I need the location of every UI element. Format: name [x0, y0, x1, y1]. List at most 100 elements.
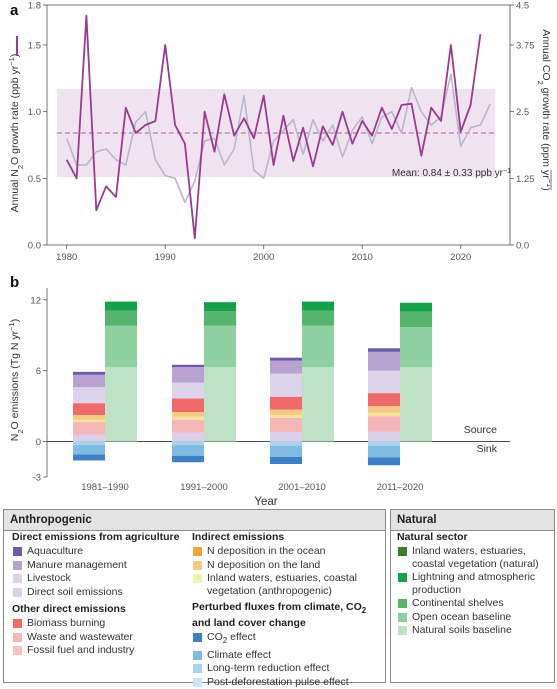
right-y-tick-label: 0.0: [516, 241, 529, 252]
x-tick-label-a: 2020: [450, 252, 471, 263]
bar-segment-anthropogenic: [73, 403, 105, 415]
series-lines-a: [65, 14, 492, 240]
legend-item: Aquaculture: [12, 545, 188, 558]
legend-label: Climate effect: [207, 648, 271, 661]
legend-swatch: [398, 612, 407, 622]
bar-segment-anthropogenic: [73, 414, 105, 420]
legend-swatch: [193, 547, 202, 556]
bar-segment-sink: [270, 441, 302, 446]
legend-label: Continental shelves: [412, 597, 504, 609]
legend-label: N deposition in the ocean: [207, 545, 326, 557]
y-tick-label-b: -3: [33, 473, 41, 484]
legend-label: Lightning and atmospheric production: [412, 571, 536, 596]
legend-item: Open ocean baseline: [397, 611, 552, 624]
legend-item: Continental shelves: [397, 597, 552, 610]
legend-label: Long-term reduction effect: [207, 662, 330, 675]
left-y-tick-label: 1.5: [28, 41, 41, 52]
legend-anthropogenic-title: Anthropogenic: [4, 510, 385, 531]
legend-swatch: [193, 677, 202, 687]
legend-group-other-direct: Biomass burning Waste and wastewater Fossi…: [12, 617, 188, 657]
bar-segment-natural: [105, 367, 137, 442]
legend-label: Waste and wastewater: [27, 630, 133, 643]
left-y-tick-label: 1.8: [28, 1, 41, 12]
legend-label: Manure management: [27, 558, 127, 571]
x-tick-label-a: 1980: [56, 252, 77, 263]
mean-band: [56, 89, 496, 177]
bar-segment-anthropogenic: [73, 387, 105, 404]
chart-a: a 0.0 0.5 1.0 1.5 1.8 0.0 1.25 2.5 3.75 4.5 1980 19…: [7, 1, 555, 264]
right-y-axis-label: Annual CO2 growth rate (ppm yr−1): [537, 29, 555, 191]
chart-b: b -3 0 6 12 1981–1990 1991–2000 2001–2010 2011…: [7, 274, 510, 508]
bar-segment-sink: [172, 455, 204, 463]
y-tick-label-b: 12: [30, 295, 41, 306]
bar-segment-sink: [172, 445, 204, 456]
bar-segment-sink: [73, 441, 105, 446]
bar-segment-anthropogenic: [172, 367, 204, 383]
legend-anthropogenic: Anthropogenic Direct emissions from agri…: [3, 509, 386, 688]
bar-segment-sink: [270, 456, 302, 465]
legend-label: Livestock: [27, 572, 71, 584]
legend-item: Post-deforestation pulse effect: [192, 676, 382, 689]
bar-segment-anthropogenic: [270, 409, 302, 415]
right-y-tick-label: 1.25: [516, 174, 535, 185]
y-tick-label-b: 0: [36, 437, 41, 448]
bar-segment-natural: [204, 367, 236, 442]
legend-item: Direct soil emissions: [12, 586, 188, 599]
bar-segment-anthropogenic: [172, 364, 204, 368]
legend-swatch: [13, 632, 22, 642]
right-y-tick-label: 3.75: [516, 41, 535, 52]
bar-segment-anthropogenic: [368, 370, 400, 394]
bar-segment-anthropogenic: [172, 432, 204, 442]
legend-col-1: Direct emissions from agriculture Aquacu…: [12, 528, 188, 658]
left-y-tick-label: 0.5: [28, 174, 41, 185]
y-tick-label-b: 6: [36, 366, 41, 377]
bar-segment-anthropogenic: [368, 416, 400, 432]
legend-item: N deposition on the land: [192, 559, 382, 572]
legend-item: Climate effect: [192, 649, 382, 662]
legend-group-title: Other direct emissions: [12, 603, 126, 615]
bar-segment-anthropogenic: [270, 357, 302, 361]
bar-segment-natural: [400, 367, 432, 442]
bar-segment-natural: [400, 302, 432, 312]
bar-segment-anthropogenic: [270, 417, 302, 433]
legend-label: N deposition on the land: [207, 558, 321, 571]
legend-group-title: Natural sector: [397, 531, 468, 543]
legend-col-2: Indirect emissions N deposition in the o…: [192, 528, 382, 689]
bar-segment-sink: [172, 441, 204, 446]
legend-group-title: Indirect emissions: [192, 531, 285, 543]
legend-swatch: [13, 547, 22, 556]
legend-item: Inland waters, estuaries, coastal vegeta…: [397, 545, 552, 570]
legend-swatch: [193, 574, 202, 583]
legend-col-3: Natural sector Inland waters, estuaries,…: [397, 528, 552, 638]
legend-label: Direct soil emissions: [27, 585, 123, 598]
legend-item: Inland waters, estuaries, coastal vegeta…: [192, 572, 382, 597]
legend-group-title: Perturbed fluxes from climate, CO2 and l…: [192, 601, 367, 630]
legend-swatch: [193, 664, 202, 674]
legend-label: Aquaculture: [27, 545, 84, 557]
legend-item: Livestock: [12, 572, 188, 585]
bar-segment-anthropogenic: [368, 412, 400, 417]
legend-group-natural-sector: Inland waters, estuaries, coastal vegeta…: [397, 545, 552, 637]
legend-item: N deposition in the ocean: [192, 545, 382, 558]
bar-segment-sink: [368, 457, 400, 466]
legend-item: Manure management: [12, 559, 188, 572]
legend-swatch: [13, 574, 22, 583]
b-y-axis-label: N2O emissions (Tg N yr−1): [7, 319, 25, 441]
bar-segment-anthropogenic: [368, 406, 400, 413]
bar-segment-natural: [204, 311, 236, 326]
right-y-tick-label: 2.5: [516, 107, 529, 118]
legend-swatch: [398, 626, 407, 635]
legend-item: Lightning and atmospheric production: [397, 571, 552, 596]
legend-swatch: [13, 587, 22, 597]
bar-segment-anthropogenic: [73, 374, 105, 388]
bar-segment-sink: [368, 441, 400, 446]
bar-segment-anthropogenic: [270, 360, 302, 374]
plot-frame-a: [46, 4, 511, 246]
legend-swatch: [398, 599, 407, 608]
bar-segment-anthropogenic: [172, 412, 204, 417]
bar-segment-anthropogenic: [73, 419, 105, 423]
bar-segment-anthropogenic: [73, 371, 105, 375]
bar-segment-natural: [105, 301, 137, 311]
x-tick-label-a: 2000: [253, 252, 274, 263]
legend-natural-title: Natural: [391, 510, 554, 531]
